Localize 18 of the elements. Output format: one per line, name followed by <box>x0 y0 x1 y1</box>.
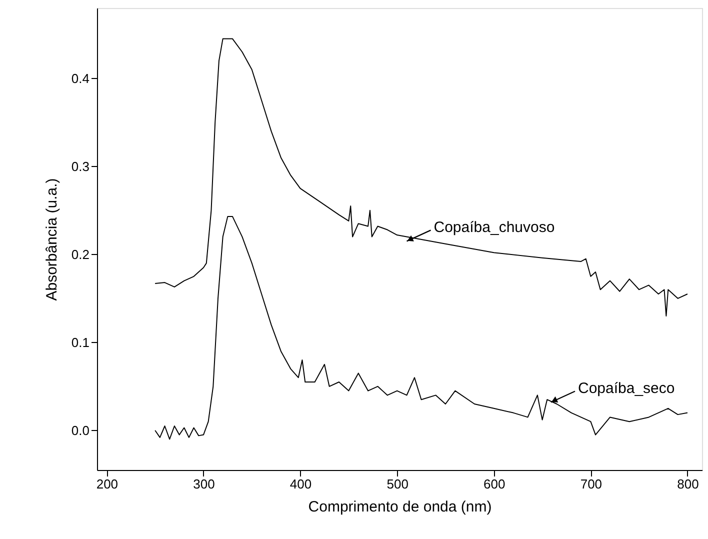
x-axis-title: Comprimento de onda (nm) <box>308 498 492 516</box>
y-axis-title: Absorbância (u.a.) <box>43 178 60 301</box>
line-series <box>154 216 688 440</box>
x-tick-label: 500 <box>386 476 408 492</box>
x-tick-label: 200 <box>96 476 118 492</box>
x-tick-label: 800 <box>677 476 699 492</box>
y-tick-label: 0.2 <box>71 246 90 262</box>
x-tick-label: 600 <box>484 476 506 492</box>
y-tick-label: 0.3 <box>71 158 90 174</box>
annotation: Copaíba_seco <box>578 380 675 398</box>
y-tick-label: 0.0 <box>71 422 90 438</box>
y-tick-label: 0.4 <box>71 70 90 86</box>
x-tick-label: 300 <box>193 476 215 492</box>
x-tick-label: 700 <box>580 476 602 492</box>
y-tick-label: 0.1 <box>71 334 90 350</box>
x-tick-label: 400 <box>290 476 312 492</box>
line-series <box>154 38 688 316</box>
annotation: Copaíba_chuvoso <box>434 219 555 236</box>
